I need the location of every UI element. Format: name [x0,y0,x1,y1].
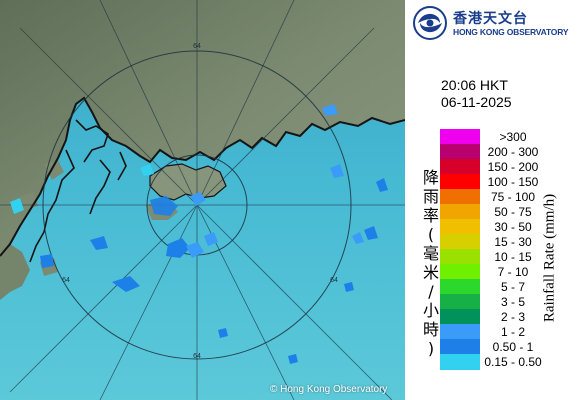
legend-row: 200 - 300 [440,144,577,160]
rain-echo [10,198,24,214]
range-label-north: 64 [193,43,201,50]
rain-echo [204,232,218,246]
western-island-1 [44,160,64,180]
rain-echoes [10,104,388,364]
legend-range-label: >300 [499,130,527,144]
legend-range-label: 0.50 - 1 [492,340,534,354]
legend-panel: 香港天文台 HONG KONG OBSERVATORY 20:06 HKT 06… [405,0,577,400]
legend-swatch [440,189,480,205]
legend-row: 50 - 75 [440,204,577,220]
hko-name-zh: 香港天文台 [453,11,528,27]
range-label-southeast: 64 [330,277,338,284]
legend-row: 0.15 - 0.50 [440,354,577,370]
copyright-notice: © Hong Kong Observatory [270,384,388,395]
legend-range-label: 10 - 15 [494,250,532,264]
legend-swatch [440,234,480,250]
hko-logo[interactable]: 香港天文台 HONG KONG OBSERVATORY [413,4,575,44]
legend-row: 15 - 30 [440,234,577,250]
coastline [0,96,405,257]
legend-range-label: 1 - 2 [500,325,525,339]
legend-swatch [440,264,480,280]
observation-time: 20:06 HKT [441,77,508,93]
rain-echo [40,254,54,268]
legend-range-label: 50 - 75 [494,205,532,219]
rain-echo [330,164,344,178]
legend-row: 150 - 200 [440,159,577,175]
observation-date: 06-11-2025 [441,94,512,110]
legend-row: 1 - 2 [440,324,577,340]
legend-row: 5 - 7 [440,279,577,295]
legend-row: 3 - 5 [440,294,577,310]
legend-swatch [440,249,480,265]
legend-swatch [440,144,480,160]
rain-echo [190,192,206,206]
legend-row: 2 - 3 [440,309,577,325]
coastline-hk [149,163,227,201]
rain-echo [344,282,354,292]
legend-range-label: 0.15 - 0.50 [484,355,542,369]
rain-echo [364,226,378,240]
rain-echo [218,328,228,338]
legend-swatch [440,294,480,310]
legend-range-label: 75 - 100 [490,190,536,204]
rain-echo [352,232,364,244]
hko-name-en: HONG KONG OBSERVATORY [453,27,569,37]
legend-swatch [440,174,480,190]
legend-swatch [440,159,480,175]
western-land [0,244,30,300]
legend-range-label: 150 - 200 [487,160,539,174]
rain-echo [288,354,298,364]
legend-swatch [440,204,480,220]
legend-range-label: 100 - 150 [487,175,539,189]
legend-row: >300 [440,129,577,145]
legend-range-label: 30 - 50 [494,220,532,234]
legend-row: 7 - 10 [440,264,577,280]
rain-echo [112,276,140,292]
rain-echo [150,196,178,216]
legend-row: 75 - 100 [440,189,577,205]
legend-swatch [440,219,480,235]
legend-swatch [440,354,480,370]
legend-range-label: 15 - 30 [494,235,532,249]
legend-swatch [440,279,480,295]
range-label-south: 64 [193,353,201,360]
hong-kong-land [150,164,226,200]
legend-swatch [440,129,480,145]
legend-title-zh: 降雨率(毫米 / 小時) [422,168,439,358]
legend-row: 0.50 - 1 [440,339,577,355]
radar-map-svg: 64 64 64 64 [0,0,405,400]
radar-map[interactable]: 64 64 64 64 [0,0,405,400]
legend-range-label: 2 - 3 [500,310,525,324]
rain-echo [166,238,190,258]
mainland-china-land [0,0,405,256]
rain-echo [90,236,108,250]
rain-echo [376,178,388,192]
legend-row: 10 - 15 [440,249,577,265]
rain-echo [140,164,154,176]
legend-range-label: 5 - 7 [500,280,525,294]
coastline-pearl-river [29,119,127,263]
legend-swatch [440,309,480,325]
legend-title-en: Rainfall Rate (mm/h) [541,193,558,323]
legend-swatch [440,324,480,340]
hko-swirl-logo-icon [413,6,447,40]
legend-range-label: 7 - 10 [497,265,529,279]
range-label-west: 64 [62,277,70,284]
legend-row: 30 - 50 [440,219,577,235]
rain-echo [322,104,338,116]
legend-row: 100 - 150 [440,174,577,190]
legend-range-label: 200 - 300 [487,145,539,159]
legend-swatch [440,339,480,355]
legend-range-label: 3 - 5 [500,295,525,309]
rain-echo [186,242,204,258]
